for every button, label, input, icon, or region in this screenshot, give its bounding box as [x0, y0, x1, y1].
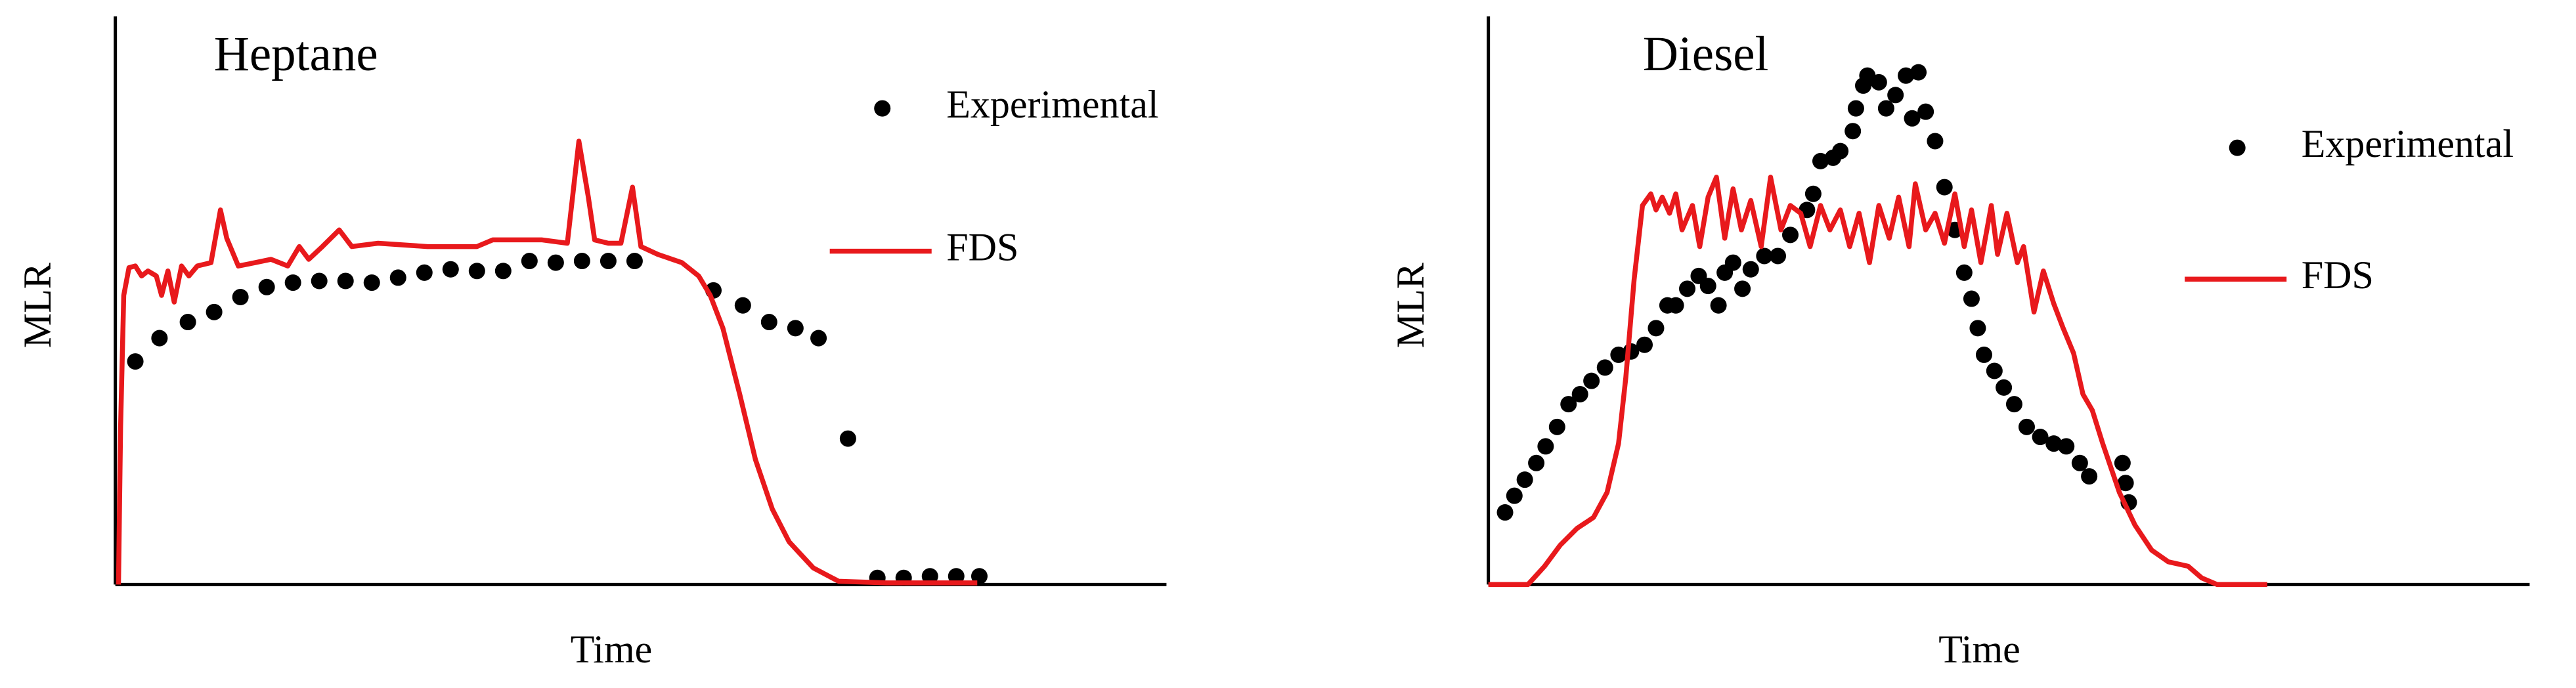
data-point	[2018, 418, 2035, 435]
data-point	[1548, 418, 1565, 435]
data-point	[151, 330, 168, 347]
data-point	[1724, 254, 1741, 271]
data-line	[1488, 175, 2267, 588]
data-point	[179, 314, 196, 331]
data-point	[1636, 336, 1653, 353]
data-point	[1927, 133, 1944, 150]
data-point	[416, 264, 433, 281]
data-point	[258, 278, 275, 295]
legend-label: FDS	[2302, 253, 2374, 297]
legend-marker	[2229, 139, 2246, 156]
data-point	[1648, 320, 1665, 337]
data-point	[2045, 435, 2063, 452]
chart-title: Diesel	[1643, 27, 1769, 81]
data-point	[232, 288, 249, 306]
data-point	[787, 320, 804, 337]
data-point	[2058, 438, 2075, 455]
data-point	[1936, 179, 1953, 196]
data-point	[1877, 100, 1894, 117]
chart-title: Heptane	[214, 27, 378, 81]
data-point	[948, 568, 965, 585]
data-point	[1955, 264, 1973, 281]
data-point	[1904, 110, 1921, 127]
data-point	[1986, 362, 2003, 379]
data-point	[284, 274, 301, 291]
y-axis-label: MLR	[1389, 263, 1432, 348]
data-point	[1596, 359, 1613, 376]
data-point	[573, 253, 590, 270]
data-point	[1782, 226, 1799, 244]
data-point	[1898, 67, 1915, 84]
data-line	[116, 139, 978, 586]
x-axis-label: Time	[571, 628, 653, 671]
data-point	[1516, 471, 1533, 488]
data-point	[494, 263, 512, 280]
data-point	[521, 253, 538, 270]
data-point	[600, 253, 617, 270]
data-point	[760, 314, 777, 331]
y-axis-label: MLR	[16, 263, 59, 348]
data-point	[921, 568, 938, 585]
data-point	[363, 274, 380, 291]
data-point	[1917, 103, 1934, 120]
data-point	[839, 430, 856, 447]
data-point	[206, 303, 223, 320]
data-point	[1506, 487, 1523, 504]
data-point	[1969, 320, 1986, 337]
data-point	[1804, 185, 1822, 202]
data-point	[1496, 504, 1514, 521]
data-point	[1756, 247, 1773, 265]
data-point	[1975, 346, 1992, 363]
data-point	[1963, 290, 1980, 307]
data-point	[2117, 475, 2134, 492]
data-point	[1571, 385, 1588, 402]
data-point	[311, 272, 328, 290]
data-point	[442, 261, 459, 278]
data-point	[1847, 100, 1864, 117]
data-point	[337, 272, 354, 290]
data-point	[734, 297, 751, 314]
data-point	[1845, 123, 1862, 140]
data-point	[468, 263, 485, 280]
legend-marker	[874, 100, 891, 117]
data-point	[1610, 346, 1627, 363]
data-point	[1812, 152, 1829, 169]
data-point	[1769, 247, 1786, 265]
data-point	[810, 330, 827, 347]
data-point	[971, 568, 988, 585]
legend-label: Experimental	[946, 83, 1158, 126]
x-axis-label: Time	[1938, 628, 2020, 671]
legend-label: Experimental	[2302, 122, 2514, 165]
data-point	[389, 269, 406, 286]
data-point	[1734, 280, 1751, 297]
data-point	[1537, 438, 1554, 455]
data-point	[1667, 297, 1684, 314]
legend-label: FDS	[946, 225, 1018, 269]
data-point	[2071, 454, 2088, 471]
data-point	[2081, 468, 2098, 485]
data-point	[127, 353, 144, 370]
data-point	[2114, 454, 2131, 471]
data-point	[626, 253, 643, 270]
data-point	[1910, 64, 1927, 81]
data-point	[1870, 74, 1887, 91]
data-point	[1560, 396, 1577, 413]
data-point	[1832, 142, 1849, 160]
data-point	[2005, 396, 2022, 413]
data-point	[1699, 278, 1716, 295]
data-point	[1742, 261, 1759, 278]
data-point	[1583, 372, 1600, 389]
data-point	[1528, 454, 1545, 471]
data-point	[1710, 297, 1727, 314]
data-point	[1887, 87, 1904, 104]
data-point	[547, 254, 564, 271]
data-point	[1996, 379, 2013, 396]
data-point	[1679, 280, 1696, 297]
data-point	[2032, 429, 2049, 446]
